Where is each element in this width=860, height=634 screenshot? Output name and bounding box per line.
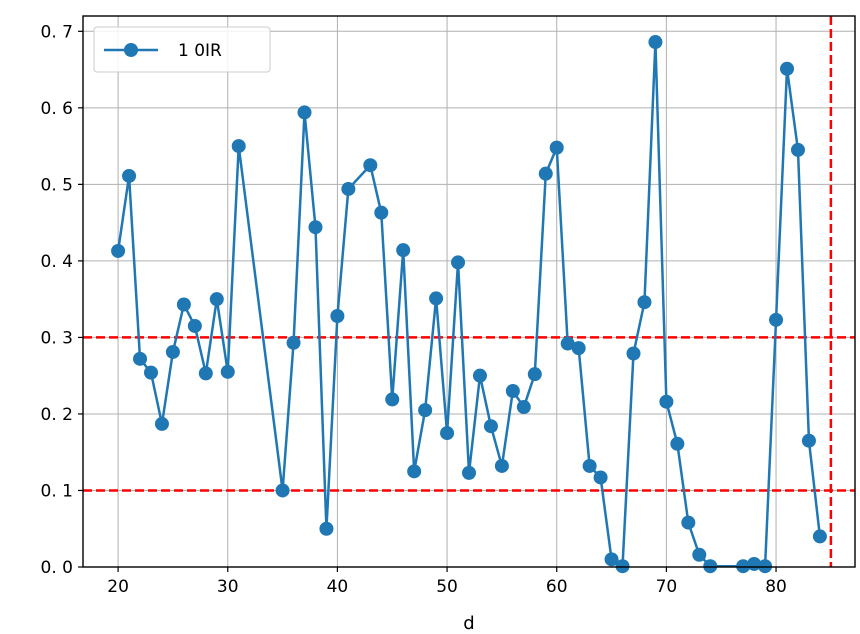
data-point xyxy=(801,433,816,448)
data-point xyxy=(275,483,290,498)
x-tick-label: 80 xyxy=(765,577,787,597)
legend-box xyxy=(93,26,271,73)
data-point xyxy=(187,318,202,333)
data-point xyxy=(111,243,126,258)
data-point xyxy=(143,365,158,380)
data-point xyxy=(451,255,466,270)
data-point xyxy=(505,383,520,398)
data-point xyxy=(560,336,575,351)
data-point xyxy=(330,308,345,323)
data-point xyxy=(626,346,641,361)
data-point xyxy=(703,559,718,574)
data-point xyxy=(462,465,476,480)
data-point xyxy=(418,403,433,418)
data-point xyxy=(363,158,378,173)
data-point xyxy=(133,351,148,366)
x-tick-label: 70 xyxy=(656,577,678,597)
data-point xyxy=(297,105,312,120)
y-tick-label: 0. 7 xyxy=(41,22,73,42)
data-point xyxy=(527,367,542,382)
data-point xyxy=(483,419,498,434)
plot-frame xyxy=(82,15,856,568)
legend-entry-label: 1 0IR xyxy=(178,41,222,61)
y-tick-label: 0. 4 xyxy=(41,252,73,272)
data-point xyxy=(516,400,531,415)
data-point xyxy=(176,297,191,312)
data-point xyxy=(670,436,685,451)
data-point xyxy=(769,312,784,327)
data-point xyxy=(472,368,487,383)
data-point xyxy=(396,243,411,258)
data-point xyxy=(780,61,795,76)
y-tick-label: 0. 1 xyxy=(41,481,73,501)
plot-background xyxy=(83,16,855,567)
data-point xyxy=(659,394,674,409)
data-point xyxy=(593,470,608,485)
legend-dot-marker xyxy=(124,43,138,57)
data-point xyxy=(648,35,663,50)
x-axis-label: d xyxy=(463,613,474,634)
series xyxy=(111,35,827,574)
data-point xyxy=(538,166,553,181)
data-point xyxy=(220,364,235,379)
x-tick-label: 60 xyxy=(546,577,568,597)
data-point xyxy=(582,458,597,473)
x-tick-label: 50 xyxy=(436,577,458,597)
x-tick-label: 40 xyxy=(327,577,349,597)
data-point xyxy=(637,295,652,310)
data-point xyxy=(154,416,169,431)
data-point xyxy=(165,344,180,359)
x-tick-label: 20 xyxy=(107,577,129,597)
data-point xyxy=(385,392,400,407)
data-point xyxy=(758,559,773,574)
data-point xyxy=(440,426,455,441)
data-point xyxy=(429,291,444,306)
y-tick-label: 0. 5 xyxy=(41,175,73,195)
data-point xyxy=(308,220,323,235)
legend: 1 0IR xyxy=(93,26,271,73)
data-point xyxy=(494,458,509,473)
reference-lines xyxy=(83,16,855,567)
data-point xyxy=(198,366,213,381)
data-point xyxy=(319,521,334,536)
data-point xyxy=(374,205,389,220)
ticks: 20 30 40 50 60 70 80 0. 0 0. 1 0. 2 0. 3 0. 4 0. 5 0.… xyxy=(41,22,787,597)
data-point xyxy=(209,292,224,307)
data-point xyxy=(549,140,564,155)
data-point xyxy=(736,559,751,574)
data-point xyxy=(286,335,301,350)
data-point xyxy=(812,529,827,544)
data-point xyxy=(615,559,630,574)
data-point xyxy=(790,142,805,157)
y-tick-label: 0. 2 xyxy=(41,405,73,425)
data-point xyxy=(122,168,137,183)
data-point xyxy=(231,139,246,154)
x-tick-label: 30 xyxy=(217,577,239,597)
y-tick-label: 0. 3 xyxy=(41,328,73,348)
data-point xyxy=(692,547,707,562)
data-point xyxy=(681,515,696,530)
data-point xyxy=(407,464,422,479)
data-point xyxy=(341,181,356,196)
data-point xyxy=(604,552,619,567)
y-tick-label: 0. 6 xyxy=(41,99,73,119)
y-tick-label: 0. 0 xyxy=(41,558,73,578)
data-point xyxy=(571,341,586,356)
